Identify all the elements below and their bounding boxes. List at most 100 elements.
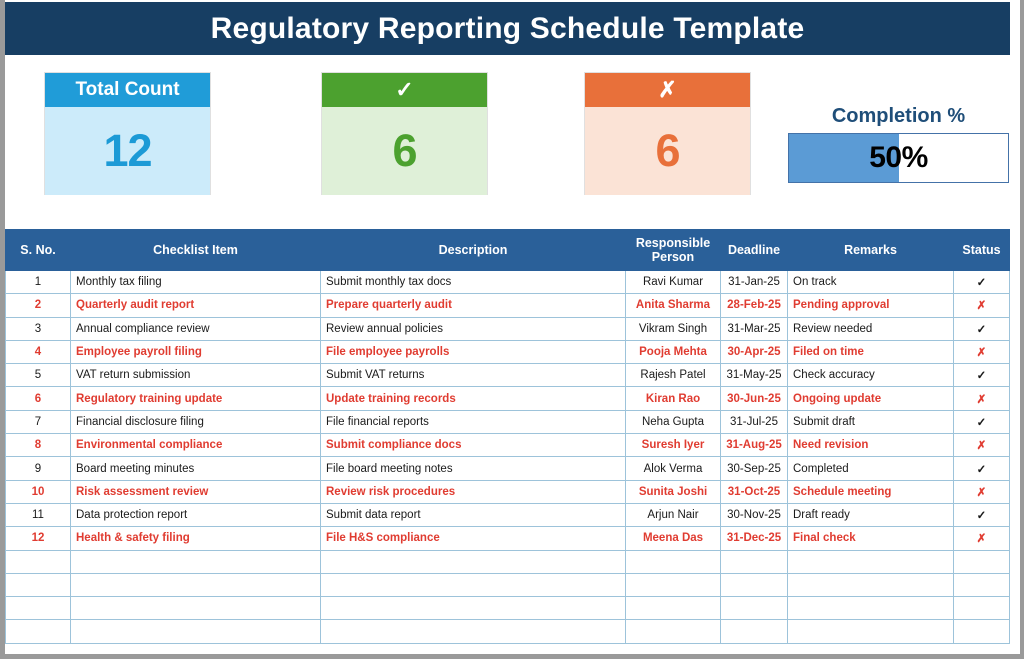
cell-checklist-item-empty[interactable] bbox=[70, 572, 321, 598]
column-header-deadline[interactable]: Deadline bbox=[720, 229, 788, 271]
column-header-status[interactable]: Status bbox=[953, 229, 1010, 271]
cell-sno-empty[interactable] bbox=[5, 596, 71, 621]
cell-deadline[interactable]: 31-Mar-25 bbox=[720, 316, 788, 341]
cell-remarks[interactable]: Review needed bbox=[787, 316, 954, 341]
cell-description[interactable]: Prepare quarterly audit bbox=[320, 293, 626, 318]
cell-sno[interactable]: 3 bbox=[5, 316, 71, 341]
cell-responsible-person[interactable]: Anita Sharma bbox=[625, 293, 721, 318]
table-row[interactable]: 7 Financial disclosure filing File financi… bbox=[5, 409, 1010, 435]
cell-remarks[interactable]: Final check bbox=[787, 526, 954, 551]
table-row[interactable]: 6 Regulatory training update Update traini… bbox=[5, 386, 1010, 411]
cell-remarks[interactable]: Need revision bbox=[787, 433, 954, 458]
cell-description[interactable]: File employee payrolls bbox=[320, 339, 626, 365]
cell-responsible-person-empty[interactable] bbox=[625, 549, 721, 574]
cell-sno[interactable]: 7 bbox=[5, 409, 71, 435]
cell-checklist-item[interactable]: Monthly tax filing bbox=[70, 269, 321, 295]
cell-checklist-item[interactable]: Board meeting minutes bbox=[70, 456, 321, 481]
cell-deadline-empty[interactable] bbox=[720, 596, 788, 621]
status-check-icon[interactable]: ✓ bbox=[953, 363, 1010, 388]
cell-checklist-item[interactable]: Annual compliance review bbox=[70, 316, 321, 341]
table-row[interactable]: 3 Annual compliance review Review annual p… bbox=[5, 316, 1010, 341]
cell-description[interactable]: Submit data report bbox=[320, 502, 626, 528]
cell-responsible-person[interactable]: Alok Verma bbox=[625, 456, 721, 481]
cell-deadline-empty[interactable] bbox=[720, 572, 788, 598]
status-cross-icon[interactable]: ✗ bbox=[953, 526, 1010, 551]
cell-remarks[interactable]: Check accuracy bbox=[787, 363, 954, 388]
cell-description[interactable]: Submit compliance docs bbox=[320, 433, 626, 458]
cell-description[interactable]: Submit monthly tax docs bbox=[320, 269, 626, 295]
cell-deadline-empty[interactable] bbox=[720, 549, 788, 574]
cell-sno[interactable]: 12 bbox=[5, 526, 71, 551]
cell-responsible-person[interactable]: Vikram Singh bbox=[625, 316, 721, 341]
cell-description[interactable]: File H&S compliance bbox=[320, 526, 626, 551]
cell-status-empty[interactable] bbox=[953, 549, 1010, 574]
cell-checklist-item[interactable]: Financial disclosure filing bbox=[70, 409, 321, 435]
status-check-icon[interactable]: ✓ bbox=[953, 502, 1010, 528]
cell-deadline[interactable]: 31-Dec-25 bbox=[720, 526, 788, 551]
cell-checklist-item[interactable]: Data protection report bbox=[70, 502, 321, 528]
cell-responsible-person-empty[interactable] bbox=[625, 596, 721, 621]
table-row[interactable]: 1 Monthly tax filing Submit monthly tax do… bbox=[5, 269, 1010, 295]
table-row-empty[interactable] bbox=[5, 619, 1010, 644]
cell-remarks[interactable]: Submit draft bbox=[787, 409, 954, 435]
cell-responsible-person[interactable]: Pooja Mehta bbox=[625, 339, 721, 365]
cell-responsible-person-empty[interactable] bbox=[625, 619, 721, 644]
cell-sno[interactable]: 6 bbox=[5, 386, 71, 411]
cell-deadline[interactable]: 31-Aug-25 bbox=[720, 433, 788, 458]
cell-status-empty[interactable] bbox=[953, 596, 1010, 621]
cell-remarks-empty[interactable] bbox=[787, 619, 954, 644]
status-cross-icon[interactable]: ✗ bbox=[953, 293, 1010, 318]
status-check-icon[interactable]: ✓ bbox=[953, 409, 1010, 435]
cell-remarks-empty[interactable] bbox=[787, 549, 954, 574]
cell-deadline[interactable]: 30-Sep-25 bbox=[720, 456, 788, 481]
cell-checklist-item[interactable]: Health & safety filing bbox=[70, 526, 321, 551]
cell-sno[interactable]: 10 bbox=[5, 479, 71, 504]
cell-deadline[interactable]: 31-Jul-25 bbox=[720, 409, 788, 435]
cell-remarks[interactable]: Pending approval bbox=[787, 293, 954, 318]
cell-checklist-item-empty[interactable] bbox=[70, 619, 321, 644]
status-cross-icon[interactable]: ✗ bbox=[953, 386, 1010, 411]
cell-responsible-person[interactable]: Suresh Iyer bbox=[625, 433, 721, 458]
cell-deadline[interactable]: 30-Jun-25 bbox=[720, 386, 788, 411]
cell-deadline[interactable]: 30-Nov-25 bbox=[720, 502, 788, 528]
cell-sno[interactable]: 5 bbox=[5, 363, 71, 388]
cell-remarks[interactable]: On track bbox=[787, 269, 954, 295]
cell-description-empty[interactable] bbox=[320, 572, 626, 598]
cell-description-empty[interactable] bbox=[320, 596, 626, 621]
table-row-empty[interactable] bbox=[5, 572, 1010, 598]
cell-deadline[interactable]: 31-May-25 bbox=[720, 363, 788, 388]
cell-description[interactable]: Submit VAT returns bbox=[320, 363, 626, 388]
status-cross-icon[interactable]: ✗ bbox=[953, 433, 1010, 458]
cell-description[interactable]: File financial reports bbox=[320, 409, 626, 435]
cell-remarks[interactable]: Ongoing update bbox=[787, 386, 954, 411]
cell-responsible-person[interactable]: Sunita Joshi bbox=[625, 479, 721, 504]
cell-responsible-person[interactable]: Neha Gupta bbox=[625, 409, 721, 435]
cell-description-empty[interactable] bbox=[320, 619, 626, 644]
table-row-empty[interactable] bbox=[5, 596, 1010, 621]
cell-description[interactable]: Update training records bbox=[320, 386, 626, 411]
cell-responsible-person[interactable]: Rajesh Patel bbox=[625, 363, 721, 388]
cell-sno-empty[interactable] bbox=[5, 572, 71, 598]
cell-responsible-person[interactable]: Kiran Rao bbox=[625, 386, 721, 411]
cell-remarks[interactable]: Filed on time bbox=[787, 339, 954, 365]
cell-deadline[interactable]: 30-Apr-25 bbox=[720, 339, 788, 365]
cell-sno[interactable]: 2 bbox=[5, 293, 71, 318]
column-header-remarks[interactable]: Remarks bbox=[787, 229, 954, 271]
status-check-icon[interactable]: ✓ bbox=[953, 269, 1010, 295]
status-cross-icon[interactable]: ✗ bbox=[953, 339, 1010, 365]
cell-sno[interactable]: 1 bbox=[5, 269, 71, 295]
cell-sno-empty[interactable] bbox=[5, 619, 71, 644]
cell-responsible-person[interactable]: Meena Das bbox=[625, 526, 721, 551]
cell-description-empty[interactable] bbox=[320, 549, 626, 574]
column-header-sno[interactable]: S. No. bbox=[5, 229, 71, 271]
cell-status-empty[interactable] bbox=[953, 572, 1010, 598]
cell-remarks-empty[interactable] bbox=[787, 572, 954, 598]
column-header-person[interactable]: Responsible Person bbox=[625, 229, 721, 271]
cell-checklist-item-empty[interactable] bbox=[70, 549, 321, 574]
cell-sno[interactable]: 4 bbox=[5, 339, 71, 365]
table-row[interactable]: 8 Environmental compliance Submit complian… bbox=[5, 433, 1010, 458]
cell-sno-empty[interactable] bbox=[5, 549, 71, 574]
table-row[interactable]: 12 Health & safety filing File H&S complia… bbox=[5, 526, 1010, 551]
table-row[interactable]: 11 Data protection report Submit data repo… bbox=[5, 502, 1010, 528]
cell-remarks[interactable]: Schedule meeting bbox=[787, 479, 954, 504]
